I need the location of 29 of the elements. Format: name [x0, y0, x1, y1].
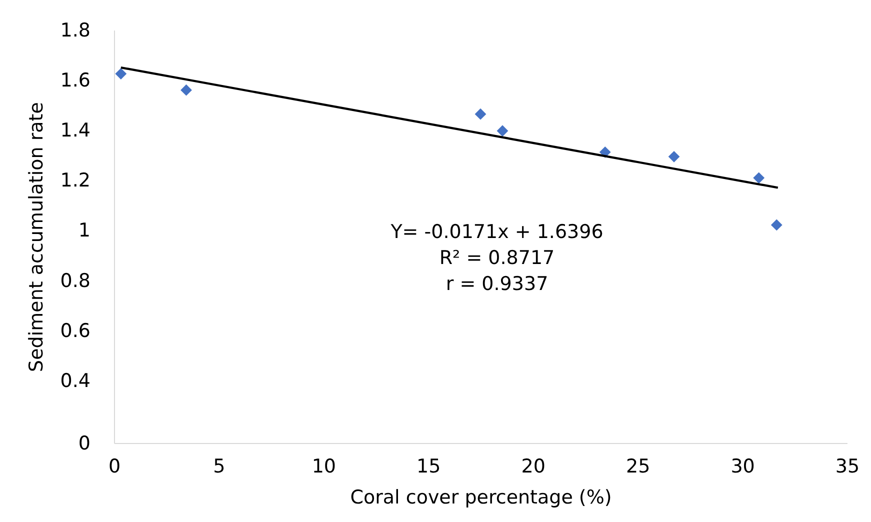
x-tick-label: 10	[312, 456, 336, 478]
x-tick-label: 5	[213, 456, 226, 478]
annotation: r = 0.9337	[446, 273, 548, 295]
y-tick-label: 1.6	[60, 70, 90, 92]
y-tick-label: 0.8	[60, 270, 90, 292]
y-tick-label: 0.6	[60, 320, 90, 342]
x-tick-label: 25	[626, 456, 650, 478]
y-tick-label: 1	[78, 220, 90, 242]
x-axis-title: Coral cover percentage (%)	[350, 486, 612, 508]
point	[668, 150, 680, 162]
x-tick-label: 20	[521, 456, 546, 478]
y-tick-label: 0	[78, 432, 90, 454]
y-tick-label: 0.4	[60, 370, 90, 392]
y-axis-title: Sediment accumulation rate	[25, 102, 48, 372]
x-tick-label: 15	[416, 456, 441, 478]
point	[496, 125, 508, 137]
annotation: R² = 0.8717	[439, 247, 555, 269]
y-tick-label: 1.2	[60, 170, 90, 192]
x-tick-label: 30	[730, 456, 755, 478]
annotation: Y= -0.0171x + 1.6396	[390, 221, 604, 243]
point	[180, 84, 192, 96]
x-tick-label: 35	[835, 456, 860, 478]
y-tick-label: 1.8	[60, 20, 90, 42]
x-tick-label: 0	[108, 456, 121, 478]
y-tick-label: 1.4	[60, 120, 90, 142]
point	[474, 108, 486, 120]
point	[753, 172, 765, 184]
point	[770, 219, 782, 231]
point	[115, 68, 127, 80]
